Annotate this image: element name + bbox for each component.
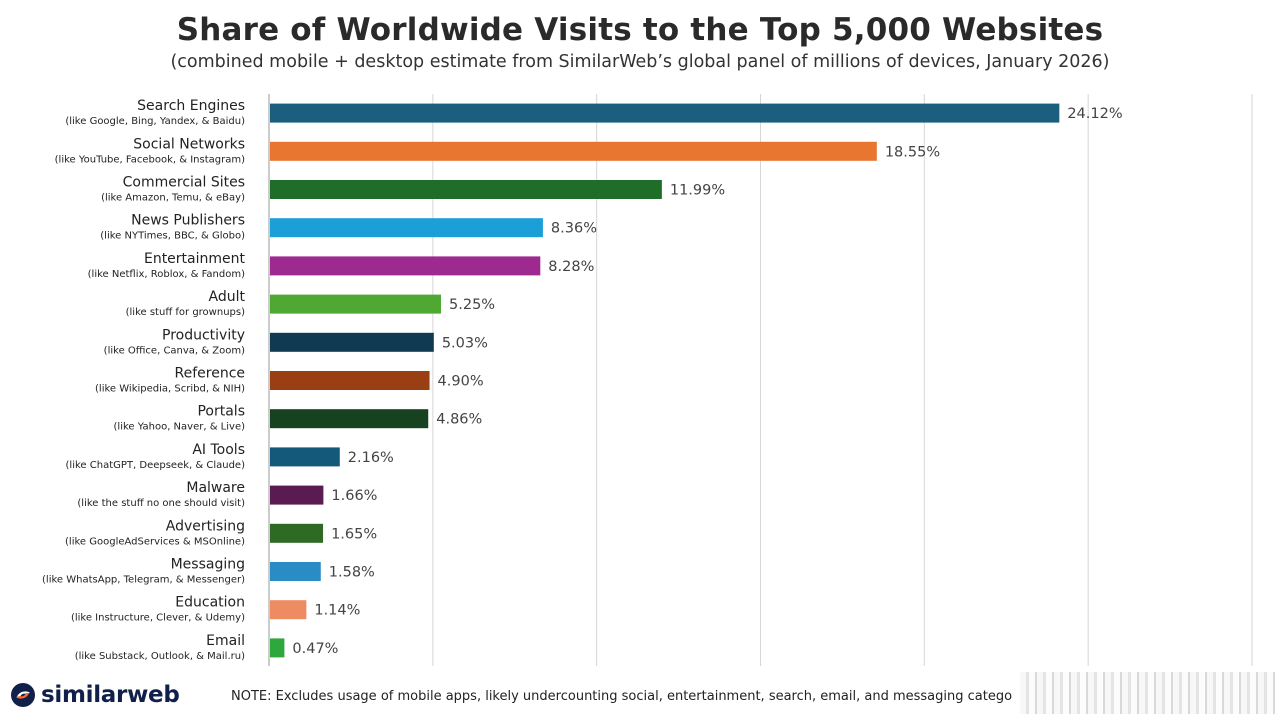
category-label: Entertainment bbox=[144, 251, 246, 267]
data-label: 8.28% bbox=[548, 259, 594, 275]
category-sublabel: (like Google, Bing, Yandex, & Baidu) bbox=[65, 116, 245, 127]
category-sublabel: (like WhatsApp, Telegram, & Messenger) bbox=[42, 575, 245, 586]
data-label: 1.14% bbox=[314, 603, 360, 619]
data-label: 4.90% bbox=[438, 374, 484, 390]
data-label: 5.03% bbox=[442, 335, 488, 351]
category-label: Malware bbox=[186, 480, 245, 496]
category-label: Advertising bbox=[166, 518, 245, 534]
data-label: 24.12% bbox=[1067, 106, 1122, 122]
data-label: 18.55% bbox=[885, 144, 940, 160]
category-sublabel: (like the stuff no one should visit) bbox=[77, 498, 245, 509]
blurred-overlay bbox=[1020, 672, 1275, 714]
category-label: AI Tools bbox=[192, 442, 245, 458]
bar bbox=[270, 103, 1060, 123]
chart-subtitle: (combined mobile + desktop estimate from… bbox=[170, 52, 1110, 72]
bar bbox=[270, 294, 442, 314]
category-sublabel: (like Substack, Outlook, & Mail.ru) bbox=[75, 651, 245, 662]
bar bbox=[270, 218, 543, 238]
category-sublabel: (like stuff for grownups) bbox=[126, 307, 245, 318]
bar bbox=[270, 332, 434, 352]
bar bbox=[270, 447, 340, 467]
category-sublabel: (like GoogleAdServices & MSOnline) bbox=[65, 536, 245, 547]
data-label: 1.66% bbox=[331, 488, 377, 504]
bar bbox=[270, 600, 307, 620]
bar-chart: 24.12% Search Engines (like Google, Bing, … bbox=[42, 94, 1253, 666]
data-label: 0.47% bbox=[292, 641, 338, 657]
bar bbox=[270, 371, 430, 390]
category-sublabel: (like Office, Canva, & Zoom) bbox=[104, 345, 245, 356]
bar bbox=[270, 523, 324, 543]
category-label: Search Engines bbox=[137, 98, 245, 114]
category-label: Social Networks bbox=[133, 136, 245, 152]
category-sublabel: (like Yahoo, Naver, & Live) bbox=[114, 422, 246, 433]
data-label: 4.86% bbox=[436, 412, 482, 428]
category-sublabel: (like ChatGPT, Deepseek, & Claude) bbox=[66, 460, 246, 471]
bar bbox=[270, 485, 324, 505]
category-label: Messaging bbox=[171, 557, 245, 573]
similarweb-logo-text: similarweb bbox=[41, 682, 180, 708]
category-sublabel: (like Instructure, Clever, & Udemy) bbox=[71, 613, 245, 624]
category-label: Portals bbox=[197, 404, 245, 420]
category-sublabel: (like Wikipedia, Scribd, & NIH) bbox=[95, 384, 245, 395]
category-label: Productivity bbox=[162, 327, 245, 343]
category-sublabel: (like NYTimes, BBC, & Globo) bbox=[100, 231, 245, 242]
chart-title: Share of Worldwide Visits to the Top 5,0… bbox=[176, 12, 1104, 48]
category-label: Reference bbox=[175, 366, 246, 382]
category-label: Adult bbox=[209, 289, 246, 305]
bar bbox=[270, 409, 429, 429]
footer-note: NOTE: Excludes usage of mobile apps, lik… bbox=[231, 689, 1013, 704]
data-label: 5.25% bbox=[449, 297, 495, 313]
bar bbox=[270, 180, 662, 199]
data-label: 11.99% bbox=[670, 183, 725, 199]
bar bbox=[270, 256, 541, 276]
bar bbox=[270, 141, 877, 161]
data-label: 8.36% bbox=[551, 221, 597, 237]
bar bbox=[270, 562, 321, 581]
data-label: 1.58% bbox=[329, 565, 375, 581]
data-label: 2.16% bbox=[348, 450, 394, 466]
category-label: Education bbox=[175, 595, 245, 611]
category-sublabel: (like Amazon, Temu, & eBay) bbox=[101, 193, 245, 204]
category-label: Email bbox=[206, 633, 245, 649]
category-label: News Publishers bbox=[131, 213, 245, 229]
similarweb-logo: similarweb bbox=[10, 682, 180, 708]
bar bbox=[270, 638, 285, 658]
category-sublabel: (like Netflix, Roblox, & Fandom) bbox=[88, 269, 245, 280]
category-sublabel: (like YouTube, Facebook, & Instagram) bbox=[55, 154, 245, 165]
similarweb-logo-icon bbox=[11, 683, 35, 707]
data-label: 1.65% bbox=[331, 526, 377, 542]
category-label: Commercial Sites bbox=[123, 175, 245, 191]
